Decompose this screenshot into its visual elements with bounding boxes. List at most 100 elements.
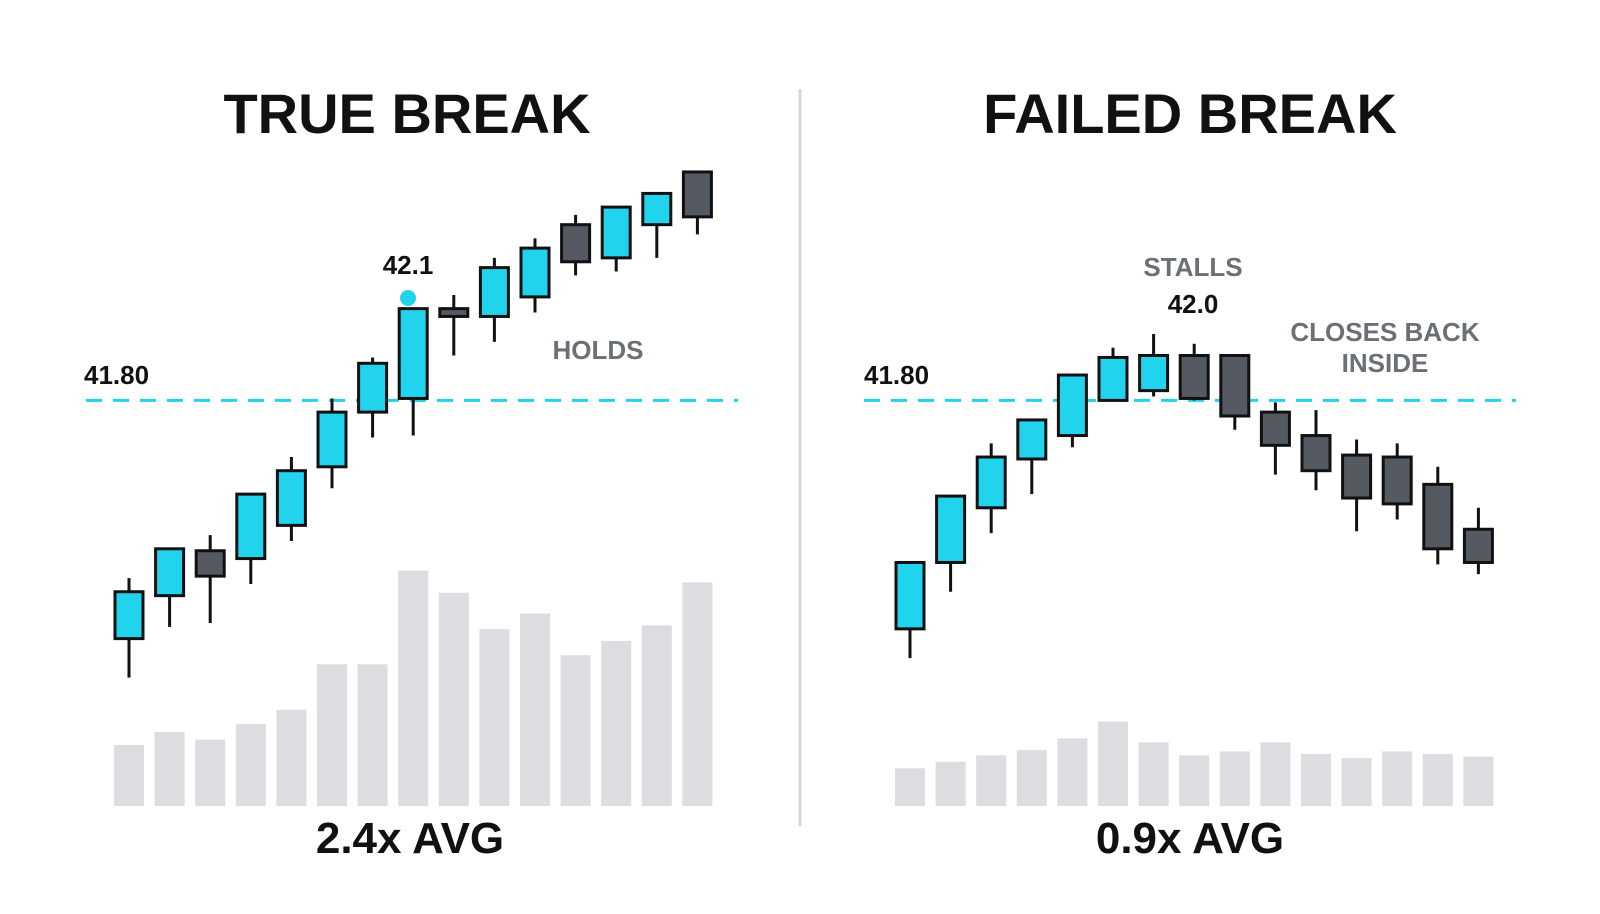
candle-body (397, 307, 429, 400)
candle-body (194, 549, 226, 578)
true-break-candle (560, 214, 592, 276)
true-break-volume-bar (682, 582, 713, 806)
failed-break-volume-bar (895, 768, 925, 806)
candle-body (641, 191, 673, 227)
candle-body (316, 410, 348, 469)
true-break-volume-bar (398, 570, 429, 806)
true-break-candle (397, 307, 429, 436)
true-break-volume-bar (276, 709, 307, 806)
candle-body (235, 492, 267, 561)
failed-break-candle (1219, 353, 1251, 430)
true-break-volume-bar (438, 592, 469, 806)
true-break-volume-bar (114, 744, 144, 806)
candle-body (1138, 353, 1170, 393)
failed-break-candle (1178, 343, 1210, 401)
candle-body (1462, 527, 1494, 564)
candle-body (357, 361, 389, 414)
candle-body (1056, 373, 1088, 438)
failed-break-volume-bar (1301, 754, 1331, 806)
true-break-volume-bar (560, 655, 591, 806)
failed-break-volume-bar (1016, 750, 1047, 806)
true-break-candle (600, 205, 632, 272)
candle-body (113, 590, 145, 641)
failed-break-volume-bar (1138, 742, 1169, 806)
closes-back-note-line2: INSIDE (1342, 348, 1429, 378)
failed-break-title: FAILED BREAK (983, 82, 1397, 145)
true-break-candle (478, 257, 510, 342)
true-break-volume-bar (195, 739, 226, 806)
candle-body (1422, 482, 1454, 551)
breakout-high-marker (400, 290, 416, 306)
stalls-note: STALLS (1143, 252, 1242, 282)
failed-break-volume-bar (1260, 742, 1291, 806)
true-break-candle (316, 398, 348, 489)
candle-body (935, 494, 967, 564)
true-break-candle (113, 578, 145, 678)
failed-break-volume-bar (1057, 738, 1088, 806)
candle-body (894, 560, 926, 631)
failed-break-volume-bar (935, 761, 966, 806)
candle-body (1178, 353, 1210, 400)
candle-body (560, 223, 592, 264)
failed-break-candle (1300, 410, 1332, 491)
true-break-volume-bar (641, 625, 672, 806)
failed-break-candle (894, 560, 926, 659)
closes-back-note-line1: CLOSES BACK (1290, 317, 1479, 347)
true-break-volume-bar (601, 640, 632, 806)
true-break-volume-bar (317, 664, 347, 806)
true-break-level-label: 41.80 (84, 360, 149, 390)
failed-break-volume-bar (1422, 754, 1453, 806)
failed-break-candle (1381, 443, 1413, 520)
true-break-candle (235, 492, 267, 584)
failed-break-candle (935, 494, 967, 592)
candle-body (681, 170, 713, 219)
holds-note: HOLDS (553, 335, 644, 365)
stall-high-label: 42.0 (1168, 289, 1219, 319)
failed-break-candle (1097, 347, 1129, 402)
failed-break-candle (1462, 507, 1494, 575)
failed-break-candle (975, 443, 1007, 534)
failed-break-volume-caption: 0.9x AVG (1096, 814, 1284, 863)
true-break-candle (357, 357, 389, 438)
true-break-candle (194, 535, 226, 623)
true-break-candle (519, 238, 551, 313)
candle-body (1259, 410, 1291, 447)
candle-body (1381, 455, 1413, 506)
candle-body (975, 455, 1007, 510)
candle-body (1016, 418, 1048, 461)
true-break-candle (681, 170, 713, 235)
failed-break-volume-bar (1219, 751, 1250, 806)
failed-break-candle (1016, 418, 1048, 495)
failed-break-volume-bar (1463, 756, 1494, 806)
true-break-volume-bar (154, 731, 185, 806)
failed-break-candle (1422, 466, 1454, 565)
failed-break-volume-bar (1341, 757, 1372, 806)
candle-body (1300, 434, 1332, 473)
failed-break-candle (1341, 439, 1373, 532)
failed-break-volume-bars (895, 721, 1494, 806)
true-break-panel: TRUE BREAK 41.80 42.1 HOLDS 2.4x AVG (84, 82, 738, 863)
candle-body (478, 266, 510, 318)
failed-break-level-label: 41.80 (864, 360, 929, 390)
true-break-candle (154, 547, 186, 627)
true-break-candle (438, 294, 470, 356)
candle-body (154, 547, 186, 598)
true-break-volume-bar (520, 613, 550, 806)
candle-body (600, 205, 632, 260)
true-break-candle (275, 457, 307, 541)
candle-body (1219, 353, 1251, 418)
failed-break-candle (1138, 334, 1170, 397)
true-break-volume-bars (114, 570, 713, 806)
failed-break-candle (1056, 373, 1088, 448)
failed-break-volume-bar (1382, 751, 1413, 806)
failed-break-volume-bar (1179, 755, 1210, 806)
candle-body (1341, 453, 1373, 500)
candle-body (1097, 355, 1129, 402)
true-break-volume-bar (479, 629, 510, 806)
failed-break-panel: FAILED BREAK 41.80 STALLS 42.0 CLOSES BA… (864, 82, 1516, 863)
true-break-volume-bar (357, 664, 388, 806)
failed-break-candles (894, 334, 1494, 659)
failed-break-volume-bar (976, 755, 1007, 806)
true-break-volume-caption: 2.4x AVG (316, 814, 504, 863)
